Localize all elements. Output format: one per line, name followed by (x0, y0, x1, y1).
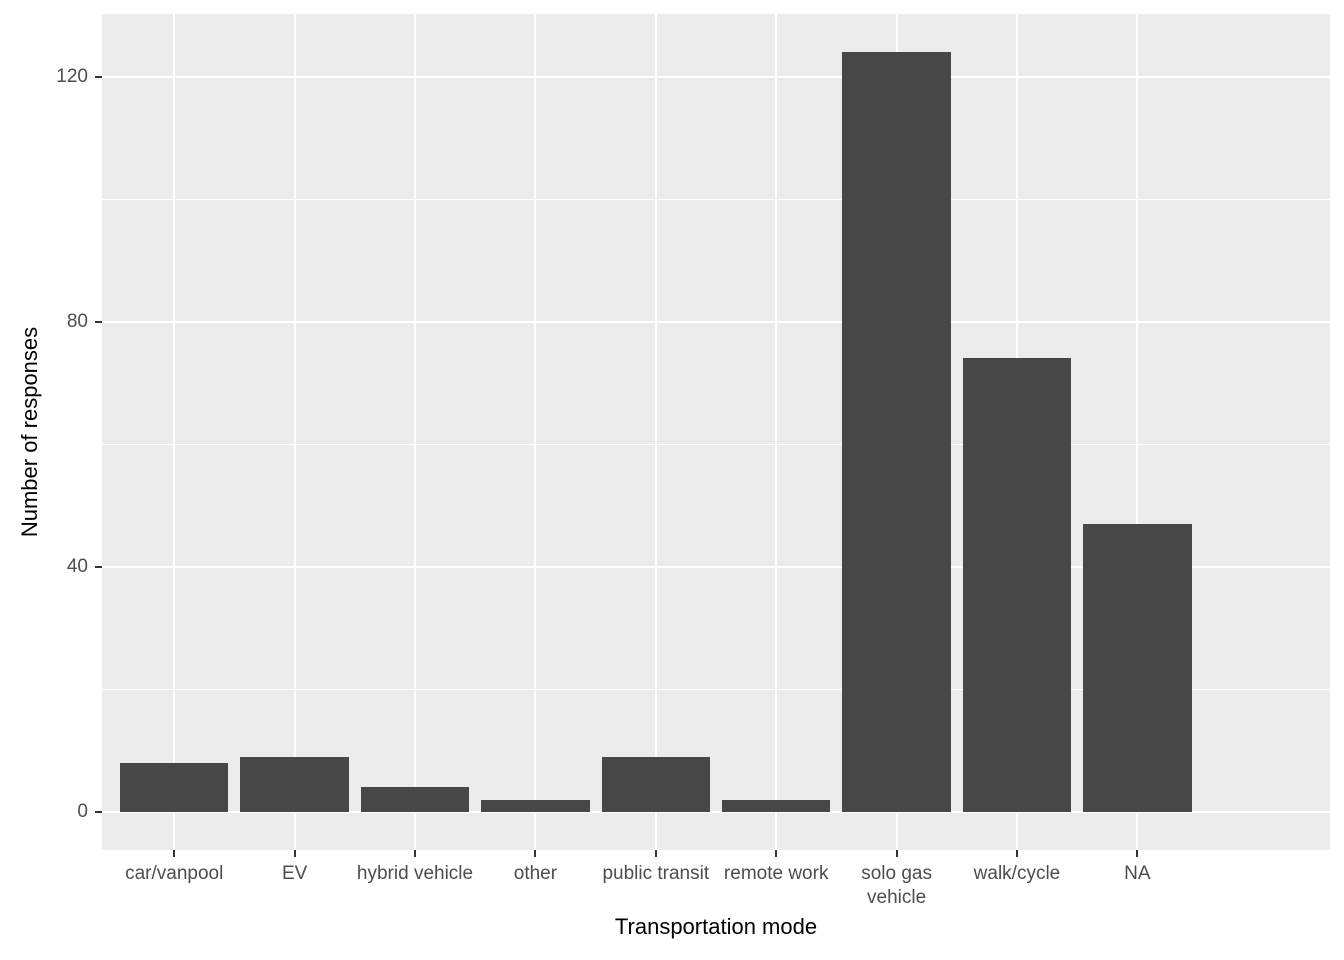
bar-hybrid-vehicle (360, 787, 470, 812)
x-tick-label-solo-gas-vehicle: solo gas vehicle (861, 863, 932, 908)
y-axis-title: Number of responses (17, 326, 42, 538)
minor-gridline (102, 198, 1330, 200)
y-tick-mark (95, 75, 102, 78)
x-tick-mark (1015, 850, 1018, 857)
vertical-gridline (654, 14, 657, 850)
x-axis-title: Transportation mode (614, 914, 818, 939)
x-tick-mark (534, 850, 537, 857)
x-tick-label-na: NA (1124, 863, 1151, 884)
plot-panel (102, 14, 1330, 850)
bar-ev (240, 756, 349, 812)
bar-solo-gas-vehicle (842, 52, 951, 812)
y-tick-mark (95, 320, 102, 323)
y-tick-label: 80 (66, 310, 88, 332)
x-tick-mark (173, 850, 176, 857)
x-tick-label-car-vanpool: car/vanpool (125, 863, 224, 884)
vertical-gridline (1136, 14, 1139, 850)
x-tick-mark (895, 850, 898, 857)
bar-walk-cycle (962, 358, 1072, 812)
minor-gridline (102, 443, 1330, 445)
x-tick-label-hybrid-vehicle: hybrid vehicle (356, 863, 474, 884)
bar-car-vanpool (120, 762, 229, 812)
x-tick-mark (293, 850, 296, 857)
y-tick-mark (95, 565, 102, 568)
x-tick-label-remote-work: remote work (723, 863, 829, 884)
vertical-gridline (414, 14, 417, 850)
x-tick-label-public-transit: public transit (602, 863, 710, 884)
y-tick-label: 40 (66, 555, 88, 577)
y-tick-mark (95, 811, 102, 813)
bar-na (1083, 523, 1192, 812)
minor-gridline (102, 688, 1330, 690)
y-tick-label: 120 (56, 65, 88, 87)
x-tick-label-ev: EV (281, 863, 308, 884)
vertical-gridline (775, 14, 778, 850)
y-tick-label: 0 (77, 801, 88, 822)
major-gridline (102, 75, 1330, 78)
x-tick-label-walk-cycle: walk/cycle (973, 863, 1061, 884)
bar-public-transit (601, 756, 710, 812)
major-gridline (102, 811, 1330, 813)
x-tick-mark (1136, 850, 1139, 857)
bar-remote-work (722, 799, 831, 812)
x-tick-mark (775, 850, 778, 857)
x-tick-mark (654, 850, 657, 857)
vertical-gridline (293, 14, 296, 850)
bar-other (481, 799, 590, 812)
vertical-gridline (173, 14, 176, 850)
x-tick-mark (414, 850, 417, 857)
major-gridline (102, 320, 1330, 323)
x-tick-label-other: other (513, 863, 558, 884)
vertical-gridline (534, 14, 537, 850)
major-gridline (102, 565, 1330, 568)
